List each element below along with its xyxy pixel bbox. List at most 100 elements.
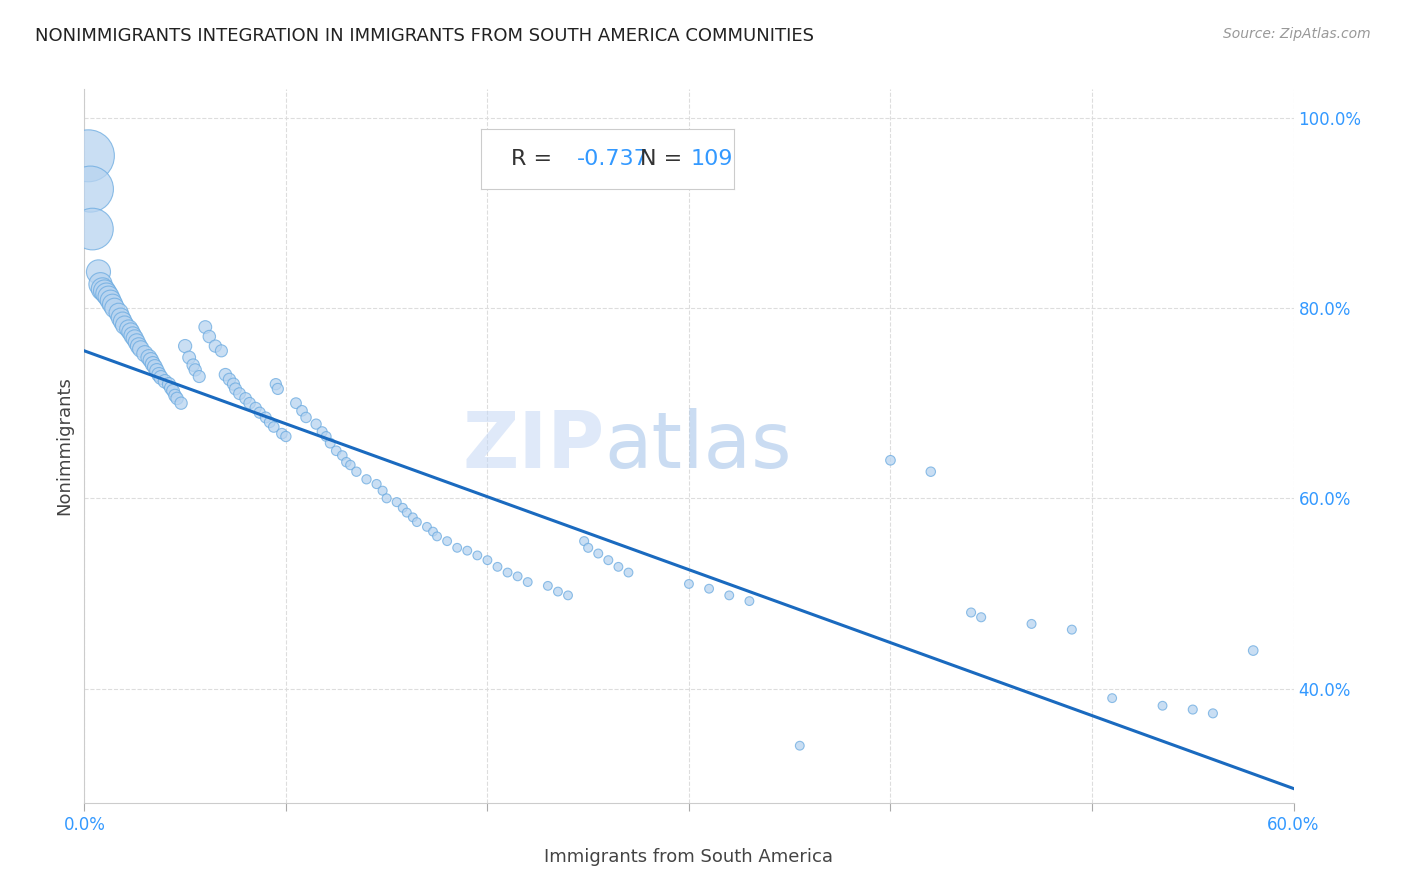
- Point: [118, 322, 141, 336]
- Point: [1060, 623, 1083, 637]
- Point: [188, 369, 211, 384]
- Point: [125, 335, 148, 350]
- Point: [311, 425, 333, 439]
- Point: [134, 347, 156, 361]
- Point: [170, 396, 193, 410]
- Point: [385, 495, 408, 509]
- Point: [607, 559, 630, 574]
- Point: [576, 541, 599, 555]
- Point: [107, 306, 129, 320]
- Point: [395, 506, 418, 520]
- Point: [143, 359, 166, 374]
- Point: [960, 606, 983, 620]
- Point: [222, 377, 245, 392]
- Point: [339, 458, 361, 472]
- Point: [970, 610, 993, 624]
- Point: [295, 410, 318, 425]
- Point: [87, 265, 110, 279]
- Point: [209, 343, 232, 358]
- Point: [239, 396, 262, 410]
- Point: [1101, 691, 1123, 706]
- Point: [120, 325, 142, 339]
- Point: [166, 392, 188, 406]
- Point: [89, 277, 111, 292]
- Text: N =: N =: [640, 149, 690, 169]
- Point: [104, 301, 127, 315]
- Point: [249, 406, 271, 420]
- Point: [263, 420, 285, 434]
- Y-axis label: Nonimmigrants: Nonimmigrants: [55, 376, 73, 516]
- Point: [110, 310, 132, 325]
- Point: [446, 541, 468, 555]
- Point: [325, 443, 347, 458]
- Point: [77, 149, 100, 163]
- Point: [194, 320, 217, 334]
- Point: [588, 547, 610, 561]
- Point: [1152, 698, 1174, 713]
- Point: [496, 566, 519, 580]
- Point: [486, 559, 509, 574]
- Point: [160, 381, 183, 395]
- Point: [245, 401, 267, 415]
- Point: [305, 417, 328, 431]
- Point: [148, 368, 170, 382]
- Point: [82, 222, 104, 236]
- Point: [214, 368, 236, 382]
- Point: [138, 351, 160, 365]
- Point: [198, 329, 221, 343]
- Point: [319, 436, 342, 450]
- Point: [371, 483, 394, 498]
- Point: [204, 339, 226, 353]
- X-axis label: Immigrants from South America: Immigrants from South America: [544, 848, 834, 866]
- Text: atlas: atlas: [605, 408, 792, 484]
- Point: [406, 515, 429, 529]
- Point: [335, 455, 357, 469]
- Text: -0.737: -0.737: [576, 149, 648, 169]
- Point: [235, 392, 257, 406]
- Point: [111, 314, 134, 328]
- Point: [254, 410, 277, 425]
- Point: [547, 584, 569, 599]
- Point: [121, 328, 143, 343]
- Point: [879, 453, 901, 467]
- Point: [146, 364, 169, 378]
- Point: [165, 388, 187, 402]
- Point: [174, 339, 197, 353]
- Point: [678, 577, 700, 591]
- Point: [285, 396, 308, 410]
- Point: [264, 377, 287, 392]
- Point: [436, 534, 458, 549]
- Point: [181, 358, 204, 372]
- Point: [402, 510, 425, 524]
- Point: [366, 477, 388, 491]
- Text: Source: ZipAtlas.com: Source: ZipAtlas.com: [1223, 27, 1371, 41]
- Point: [267, 382, 290, 396]
- Point: [259, 415, 281, 429]
- Point: [129, 342, 152, 356]
- Point: [422, 524, 444, 539]
- Point: [124, 331, 146, 345]
- Point: [142, 357, 165, 371]
- Point: [375, 491, 398, 506]
- Point: [330, 449, 353, 463]
- Point: [456, 543, 478, 558]
- Point: [738, 594, 761, 608]
- Point: [291, 404, 314, 418]
- Point: [356, 472, 378, 486]
- Point: [315, 429, 337, 443]
- Point: [697, 582, 720, 596]
- Point: [149, 370, 172, 384]
- Point: [218, 372, 240, 386]
- Point: [416, 520, 439, 534]
- Point: [228, 386, 250, 401]
- Point: [477, 553, 499, 567]
- Point: [467, 549, 489, 563]
- Point: [426, 529, 449, 543]
- Point: [184, 363, 207, 377]
- Point: [274, 429, 297, 443]
- Point: [101, 297, 124, 311]
- Point: [162, 384, 184, 398]
- Point: [1241, 643, 1264, 657]
- Point: [96, 286, 118, 301]
- Text: 109: 109: [690, 149, 734, 169]
